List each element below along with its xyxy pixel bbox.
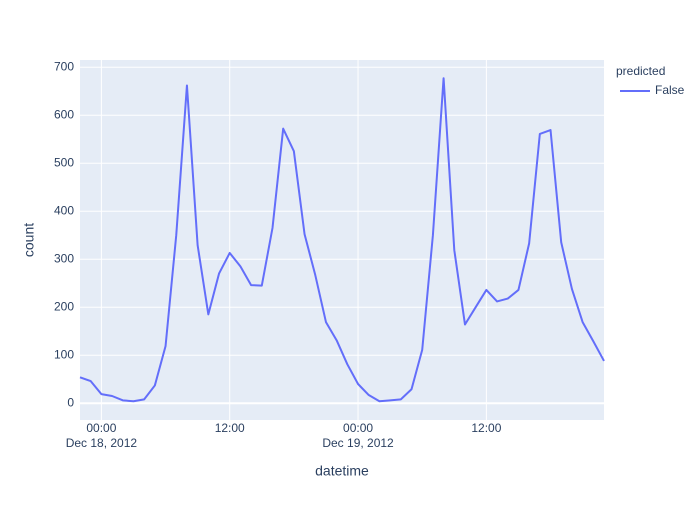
line [79, 77, 605, 403]
x-tick-date: Dec 18, 2012 [66, 436, 138, 450]
legend-title: predicted [616, 64, 665, 78]
legend-label: False [655, 83, 685, 97]
y-tick-label: 200 [54, 299, 74, 313]
y-tick-label: 100 [54, 347, 74, 361]
x-tick-label: 00:00 [86, 421, 116, 435]
y-axis-title: count [21, 223, 37, 257]
y-tick-label: 0 [67, 395, 74, 409]
y-tick-label: 500 [54, 155, 74, 169]
x-tick-date: Dec 19, 2012 [322, 436, 394, 450]
x-tick-label: 12:00 [215, 421, 245, 435]
y-tick-label: 400 [54, 203, 74, 217]
plot-background [80, 60, 604, 420]
y-tick-label: 300 [54, 251, 74, 265]
y-tick-label: 600 [54, 107, 74, 121]
y-tick-label: 700 [54, 59, 74, 73]
x-tick-label: 12:00 [471, 421, 501, 435]
x-axis-title: datetime [315, 463, 369, 479]
x-tick-label: 00:00 [343, 421, 373, 435]
